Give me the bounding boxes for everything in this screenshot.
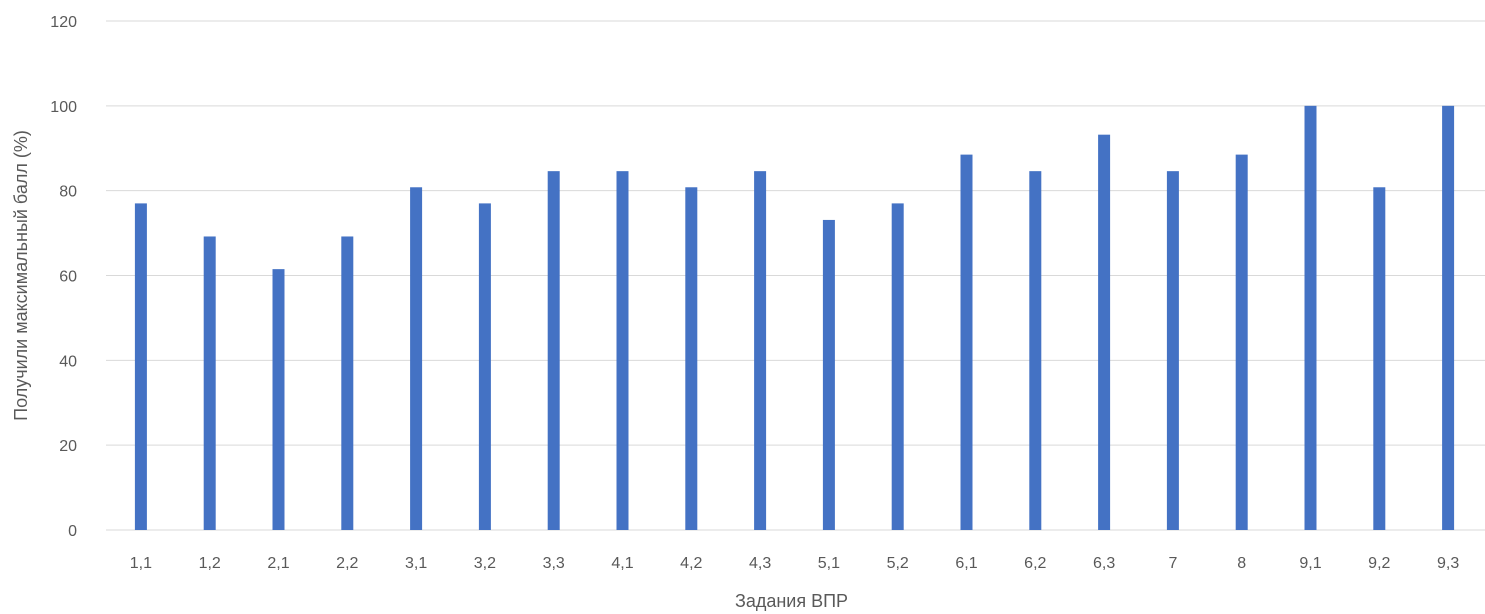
x-tick-label: 9,2 xyxy=(1368,555,1390,572)
bar xyxy=(1098,134,1111,530)
x-tick-label: 1,1 xyxy=(130,555,152,572)
x-tick-label: 6,2 xyxy=(1024,555,1046,572)
x-tick-label: 4,1 xyxy=(611,555,633,572)
x-tick-label: 4,3 xyxy=(749,555,771,572)
x-tick-label: 7 xyxy=(1168,555,1177,572)
y-tick-label: 0 xyxy=(68,523,77,540)
x-tick-label: 4,2 xyxy=(680,555,702,572)
x-axis-ticks: 1,1 1,2 2,1 2,2 3,1 3,2 3,3 4,1 4,2 4,3 5,1 5,2 6,1 6… xyxy=(130,555,1460,572)
bar xyxy=(822,219,835,530)
y-tick-label: 60 xyxy=(59,269,77,286)
bar xyxy=(341,236,354,530)
bar xyxy=(685,187,698,531)
bar xyxy=(1442,105,1455,530)
bar xyxy=(272,269,285,530)
bar xyxy=(547,171,560,530)
bar xyxy=(960,154,973,531)
bar xyxy=(1235,154,1248,531)
y-axis-title: Получили максимальный балл (%) xyxy=(11,130,31,421)
x-tick-label: 3,1 xyxy=(405,555,427,572)
bar xyxy=(891,203,904,530)
x-tick-label: 3,2 xyxy=(474,555,496,572)
x-tick-label: 9,3 xyxy=(1437,555,1459,572)
bar xyxy=(616,171,629,530)
y-tick-label: 80 xyxy=(59,184,77,201)
bar xyxy=(1373,187,1386,531)
bar xyxy=(478,203,491,530)
bar xyxy=(1166,171,1179,530)
x-tick-label: 2,2 xyxy=(336,555,358,572)
bar xyxy=(410,187,423,531)
x-tick-label: 6,1 xyxy=(955,555,977,572)
y-tick-label: 120 xyxy=(50,14,77,31)
y-tick-label: 100 xyxy=(50,99,77,116)
gridlines xyxy=(106,20,1485,531)
y-axis-ticks: 0 20 40 60 80 100 120 xyxy=(50,14,77,540)
bar xyxy=(203,236,216,530)
x-tick-label: 2,1 xyxy=(267,555,289,572)
x-tick-label: 8 xyxy=(1237,555,1246,572)
bar xyxy=(1304,105,1317,530)
x-tick-label: 6,3 xyxy=(1093,555,1115,572)
y-tick-label: 20 xyxy=(59,438,77,455)
x-axis-title: Задания ВПР xyxy=(735,591,848,611)
bars xyxy=(134,105,1455,531)
bar xyxy=(134,203,147,530)
x-tick-label: 3,3 xyxy=(543,555,565,572)
x-tick-label: 5,2 xyxy=(887,555,909,572)
x-tick-label: 5,1 xyxy=(818,555,840,572)
bar xyxy=(1029,171,1042,530)
x-tick-label: 1,2 xyxy=(199,555,221,572)
y-tick-label: 40 xyxy=(59,353,77,370)
bar xyxy=(754,171,767,530)
x-tick-label: 9,1 xyxy=(1299,555,1321,572)
